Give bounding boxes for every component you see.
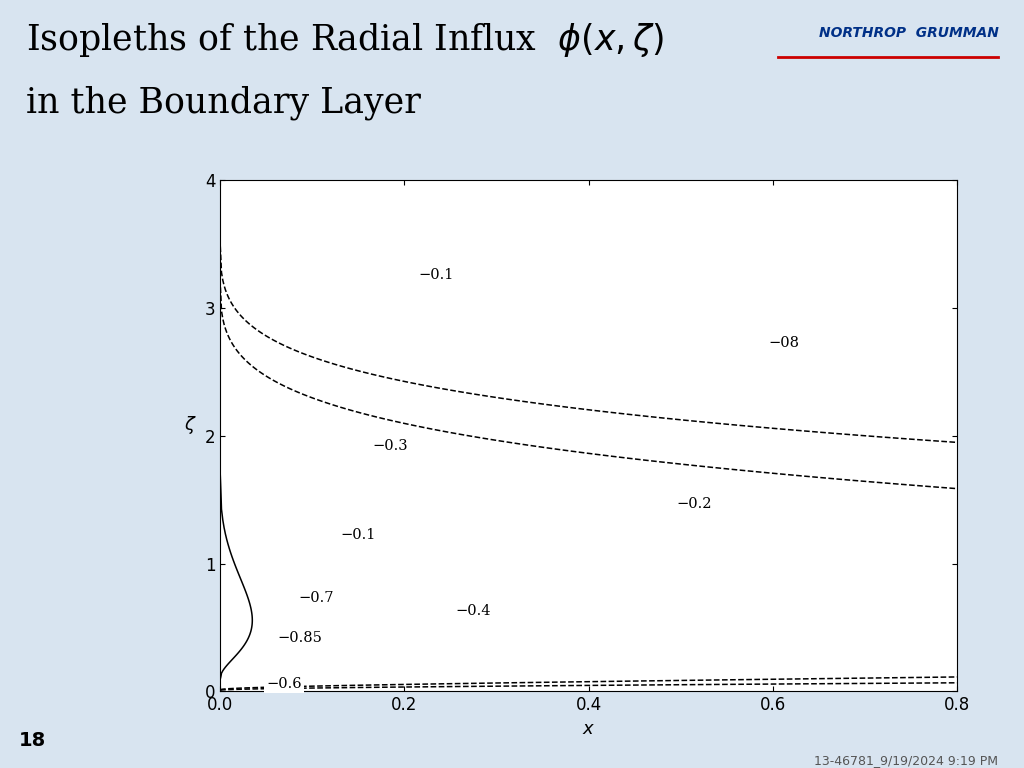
Text: 18: 18	[18, 731, 46, 750]
Text: −0.6: −0.6	[266, 677, 302, 690]
Text: −0.1: −0.1	[340, 528, 376, 542]
Text: NORTHROP  GRUMMAN: NORTHROP GRUMMAN	[818, 25, 998, 40]
Text: −08: −08	[768, 336, 800, 349]
Text: −0.7: −0.7	[299, 591, 334, 605]
Text: −0.4: −0.4	[455, 604, 490, 617]
Text: −0.3: −0.3	[373, 439, 408, 453]
Text: −0.85: −0.85	[278, 631, 323, 644]
Text: Isopleths of the Radial Influx  $\phi(x,\zeta)$: Isopleths of the Radial Influx $\phi(x,\…	[26, 22, 664, 59]
Text: −0.2: −0.2	[676, 496, 712, 511]
Y-axis label: $\zeta$: $\zeta$	[184, 414, 198, 436]
X-axis label: $x$: $x$	[583, 720, 595, 737]
Text: −0.1: −0.1	[418, 268, 454, 282]
Text: in the Boundary Layer: in the Boundary Layer	[26, 85, 421, 120]
Text: 13-46781_9/19/2024 9:19 PM: 13-46781_9/19/2024 9:19 PM	[814, 754, 998, 767]
